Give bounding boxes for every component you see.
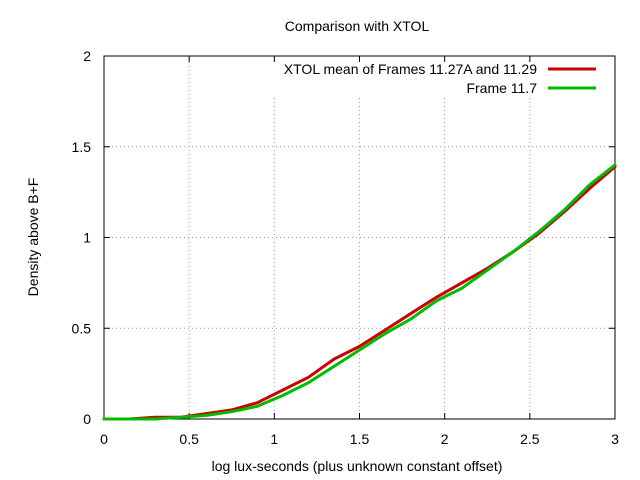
legend-label-2: Frame 11.7 bbox=[466, 80, 537, 96]
legend-label-1: XTOL mean of Frames 11.27A and 11.29 bbox=[284, 61, 537, 77]
series-group bbox=[102, 163, 617, 421]
x-tick-labels: 0 0.5 1 1.5 2 2.5 3 bbox=[100, 431, 619, 447]
x-axis-label: log lux-seconds (plus unknown constant o… bbox=[212, 458, 503, 474]
grid bbox=[104, 56, 615, 419]
x-tick-label: 0 bbox=[100, 431, 108, 447]
x-tick-label: 2 bbox=[441, 431, 449, 447]
y-tick-label: 0 bbox=[83, 411, 91, 427]
y-tick-label: 1 bbox=[83, 230, 91, 246]
x-tick-label: 1.5 bbox=[350, 431, 370, 447]
x-tick-label: 3 bbox=[611, 431, 619, 447]
chart-title: Comparison with XTOL bbox=[285, 18, 430, 34]
y-tick-label: 2 bbox=[83, 48, 91, 64]
y-tick-label: 0.5 bbox=[72, 320, 92, 336]
x-tick-label: 0.5 bbox=[179, 431, 199, 447]
y-axis-label: Density above B+F bbox=[25, 178, 41, 297]
series-line-2 bbox=[102, 163, 617, 421]
series-line-1 bbox=[102, 165, 617, 421]
x-tick-label: 1 bbox=[270, 431, 278, 447]
y-tick-labels: 0 0.5 1 1.5 2 bbox=[72, 48, 92, 427]
legend: XTOL mean of Frames 11.27A and 11.29 Fram… bbox=[284, 61, 596, 96]
x-tick-label: 2.5 bbox=[520, 431, 540, 447]
y-tick-label: 1.5 bbox=[72, 139, 92, 155]
